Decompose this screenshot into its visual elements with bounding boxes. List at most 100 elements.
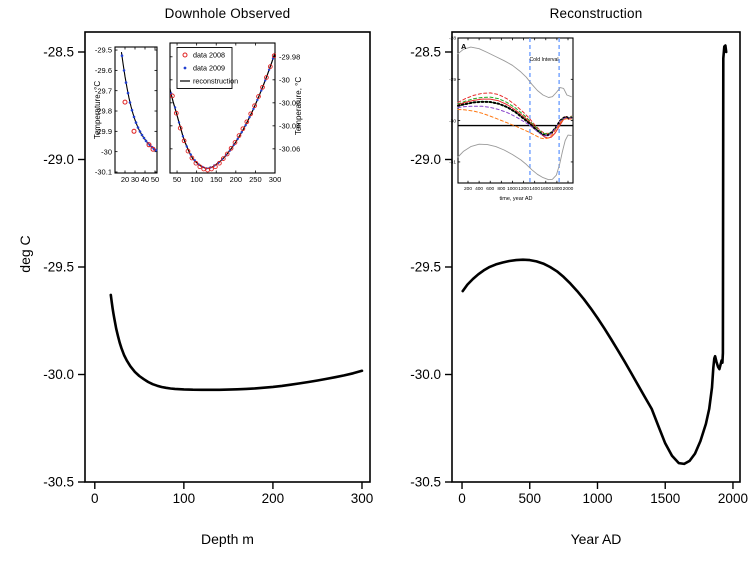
reconstruction-main-plot: 0 500 1000 1500 2000 -28.5 -29.0 -29.5 -30.0 -30.… [410, 31, 748, 506]
data-2009-dots-marker [124, 81, 128, 84]
data-2009-dots-marker [130, 108, 134, 112]
x-tick-label: 100 [173, 491, 196, 506]
data-2009-dots-marker [144, 139, 148, 143]
x-tick-label: 1000 [582, 491, 612, 506]
x-tick-label: 400 [475, 186, 483, 192]
x-tick-label: 50 [151, 175, 159, 184]
data-2009-dots-marker [240, 131, 243, 134]
y-tick-label: -28.5 [43, 45, 74, 60]
y-tick-label: -30.5 [410, 475, 441, 490]
y-tick-label: -29 [449, 77, 456, 83]
data-2009-dots-marker [193, 159, 196, 162]
data-2008-circles-marker [146, 142, 152, 148]
y-tick-label: -30 [101, 147, 112, 156]
data-2009-dots-marker [260, 89, 263, 92]
data-2009-dots-marker [140, 133, 144, 137]
data-2008-circles [122, 99, 156, 152]
y-tick-label: -29.7 [95, 86, 112, 95]
data-2008-circles-marker [209, 166, 214, 172]
data-2008-circles-marker [213, 164, 218, 170]
data-2008-circles-marker [236, 133, 242, 138]
data-2008-circles-marker [252, 103, 257, 109]
legend-box [176, 47, 233, 89]
legend-dot-marker [183, 66, 187, 70]
y-tick-label: -30.04 [279, 121, 300, 130]
x-tick-label: 0 [91, 491, 99, 506]
x-tick-label: 40 [141, 175, 149, 184]
data-2008-circles-marker [177, 125, 183, 131]
data-2008-circles-marker [232, 140, 238, 145]
x-tick-label: 1800 [552, 186, 563, 192]
cold-interval-label: Cold Interval [529, 57, 558, 63]
data-2008-circles-marker [264, 75, 269, 80]
y-tick-label: -29.5 [410, 260, 441, 275]
data-2009-dots-marker [252, 107, 255, 111]
x-tick-label: 50 [173, 175, 181, 184]
ensemble-orange-dashed [457, 109, 572, 140]
reconstruction-temperature-curve [461, 44, 728, 466]
data-2008-circles-marker [150, 146, 156, 152]
y-tick-label: -28.5 [410, 45, 441, 60]
data-2009-dots-marker [136, 126, 140, 129]
x-tick-label: 20 [121, 175, 129, 184]
x-tick-label: 1400 [529, 186, 540, 192]
data-2008-circles-marker [248, 111, 254, 117]
reconstruction-inset: 200 400 600 800 1000 1200 1400 1600 1800 2000 -28 -… [449, 36, 574, 202]
x-tick-label: 1000 [507, 186, 518, 192]
x-tick-label: 1500 [650, 491, 680, 506]
inset-shallow-ylabel: Temperature, °C [93, 81, 102, 140]
y-tick-label: -29.5 [43, 260, 74, 275]
legend-label: data 2009 [193, 64, 225, 73]
data-2008-circles-marker [185, 148, 191, 154]
data-2008-circles-marker [228, 145, 234, 151]
data-2008-circles-marker [181, 138, 187, 144]
data-2009-dots-marker [236, 137, 239, 140]
x-tick-label: 2000 [563, 186, 574, 192]
reconstruction-main-plot-frame [451, 31, 741, 483]
downhole-inset-shallow: 20 30 40 50 -29.5 -29.6 -29.7 -29.8 -29.9 -30 -30.… [93, 46, 159, 184]
data-2008-circles-marker [173, 110, 179, 116]
y-tick-label: -30.0 [410, 367, 441, 382]
data-2008-circles-marker [217, 160, 222, 166]
y-tick-label: -29.98 [279, 52, 300, 61]
data-2008-circles-marker [224, 151, 230, 157]
data-2009-dots-marker [256, 98, 259, 102]
data-2009-dots-marker [122, 69, 126, 72]
data-2009-dots-marker [244, 124, 247, 127]
data-2008-circles-marker [256, 94, 261, 99]
downhole-inset-shallow-frame [114, 46, 158, 174]
x-tick-label: 300 [269, 175, 282, 184]
y-tick-label: -30.0 [43, 367, 74, 382]
downhole-main-plot-frame [84, 31, 371, 483]
x-tick-label: 2000 [718, 491, 748, 506]
observed-temperature-curve [109, 293, 364, 392]
y-tick-label: -30 [449, 118, 456, 124]
reconstruction-inset-frame [457, 37, 574, 184]
data-2008-circles-marker [240, 126, 246, 132]
x-tick-label: 200 [262, 491, 285, 506]
y-tick-label: -30.06 [279, 144, 300, 153]
inset-xlabel: time, year AD [499, 196, 532, 202]
inset-deep-ylabel: Temperature, °C [294, 77, 303, 136]
y-tick-label: -28 [449, 36, 456, 42]
y-tick-label: -29.6 [95, 66, 112, 75]
data-2008-circles-marker [193, 160, 199, 166]
data-2009-dots-marker [181, 135, 185, 138]
x-tick-label: 1600 [540, 186, 551, 192]
x-tick-label: 200 [230, 175, 243, 184]
data-2008-circles-marker [122, 99, 128, 105]
data-2008-circles-marker [220, 156, 226, 161]
y-tick-label: -29.9 [95, 127, 112, 136]
x-tick-label: 200 [464, 186, 472, 192]
data-2009-dots-marker [189, 153, 192, 156]
y-tick-label: -29.5 [95, 46, 112, 55]
data-2009-dots-marker [126, 91, 130, 95]
y-tick-label: -31 [449, 160, 456, 166]
data-2009-dots-marker [185, 145, 188, 148]
data-2009-dots-marker [173, 106, 177, 109]
data-2008-circles-marker [170, 93, 175, 99]
ensemble-mean-black-dotted [457, 100, 573, 137]
data-2009-dots-marker [264, 79, 267, 82]
